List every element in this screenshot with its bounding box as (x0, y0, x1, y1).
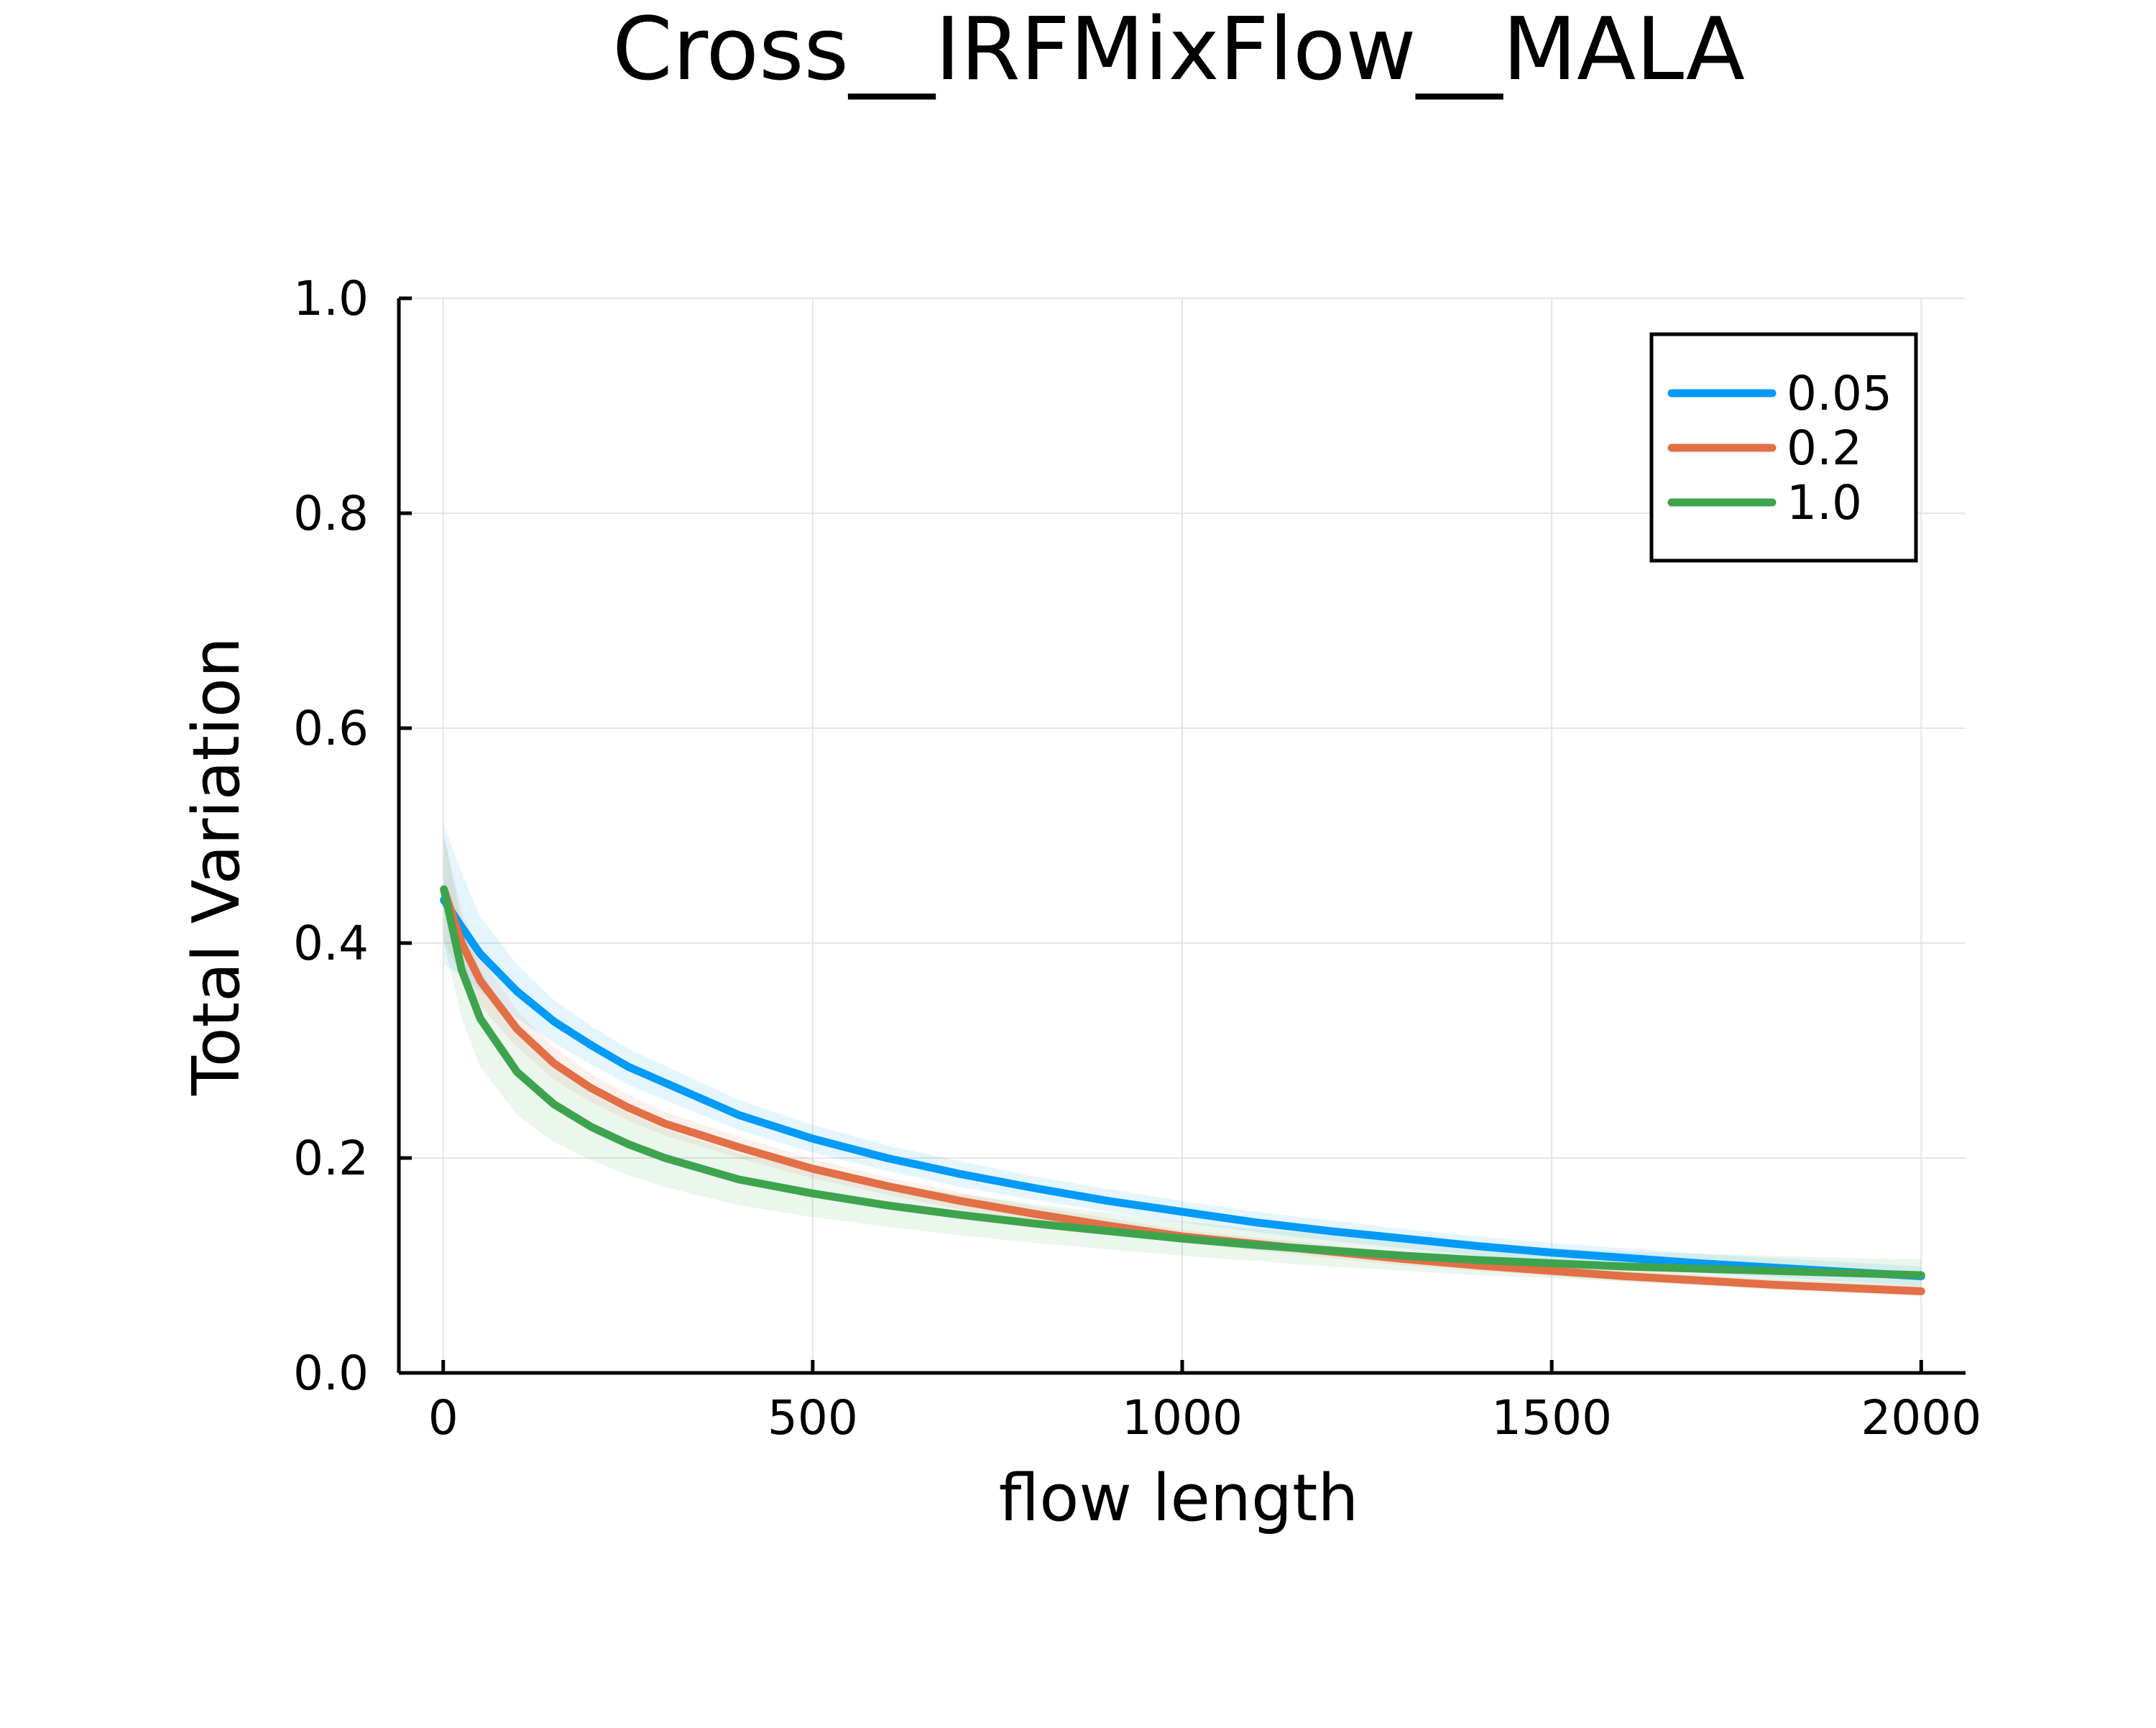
legend: 0.050.21.0 (1649, 332, 1918, 563)
y-axis-label: Total Variation (179, 637, 254, 1096)
y-tick-label: 0.6 (293, 701, 369, 756)
series-line-0.05 (440, 896, 1925, 1280)
series-lines (440, 885, 1925, 1295)
x-tick-label: 0 (428, 1390, 459, 1446)
confidence-bands (443, 824, 1922, 1297)
series-line-1.0 (440, 885, 1925, 1279)
legend-label-1.0: 1.0 (1787, 475, 1862, 530)
series-band-1.0 (443, 835, 1922, 1292)
x-tick-label: 2000 (1861, 1390, 1981, 1446)
chart-title: Cross__IRFMixFlow__MALA (612, 0, 1745, 100)
x-tick-label: 500 (768, 1390, 858, 1446)
legend-label-0.05: 0.05 (1787, 366, 1892, 421)
legend-label-0.2: 0.2 (1787, 420, 1862, 476)
x-axis-label: flow length (999, 1461, 1359, 1536)
y-tick-label: 0.8 (293, 486, 369, 541)
y-tick-label: 0.4 (293, 916, 369, 971)
series-line-0.2 (440, 885, 1925, 1295)
y-tick-label: 1.0 (293, 271, 369, 326)
tick-labels: 0 500 1000 1500 2000 0.0 0.2 0.4 0.6 0.8 1.0 (293, 271, 1981, 1446)
axes (397, 296, 1966, 1375)
y-tick-label: 0.2 (293, 1131, 369, 1186)
y-tick-label: 0.0 (293, 1346, 369, 1401)
x-tick-label: 1000 (1122, 1390, 1243, 1446)
x-tick-label: 1500 (1491, 1390, 1612, 1446)
